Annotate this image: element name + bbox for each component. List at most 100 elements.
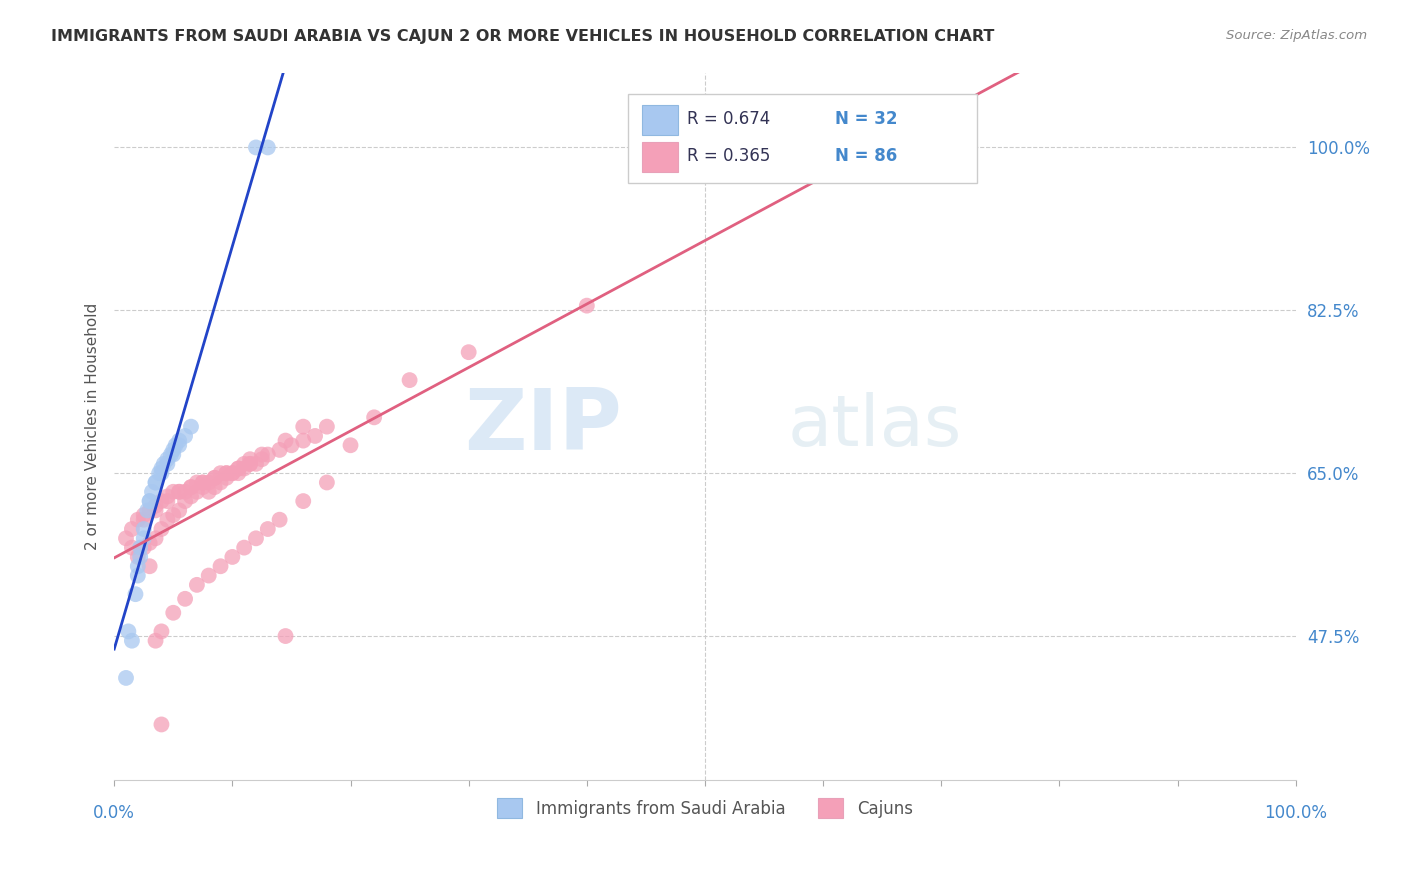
- Point: [156, 490, 179, 504]
- Point: [150, 522, 173, 536]
- Point: [457, 345, 479, 359]
- Point: [132, 522, 155, 536]
- Point: [197, 484, 219, 499]
- Point: [167, 503, 190, 517]
- Point: [180, 490, 202, 504]
- FancyBboxPatch shape: [643, 143, 678, 172]
- Text: Source: ZipAtlas.com: Source: ZipAtlas.com: [1226, 29, 1367, 42]
- Point: [121, 522, 143, 536]
- Point: [167, 484, 190, 499]
- Text: 100.0%: 100.0%: [1264, 804, 1327, 822]
- Point: [363, 410, 385, 425]
- Point: [127, 513, 149, 527]
- Point: [204, 471, 226, 485]
- Point: [145, 475, 167, 490]
- FancyBboxPatch shape: [643, 104, 678, 135]
- Point: [150, 494, 173, 508]
- Point: [221, 466, 243, 480]
- Point: [145, 633, 167, 648]
- Point: [129, 549, 152, 564]
- Point: [209, 466, 232, 480]
- Point: [117, 624, 139, 639]
- Point: [292, 494, 315, 508]
- Point: [250, 448, 273, 462]
- Point: [292, 434, 315, 448]
- Point: [156, 513, 179, 527]
- Point: [209, 559, 232, 574]
- Point: [226, 461, 249, 475]
- Point: [209, 475, 232, 490]
- Point: [180, 480, 202, 494]
- Point: [174, 494, 197, 508]
- Point: [115, 671, 138, 685]
- Point: [233, 457, 256, 471]
- Point: [121, 633, 143, 648]
- Point: [115, 532, 138, 546]
- Point: [148, 466, 170, 480]
- Point: [162, 442, 184, 457]
- Point: [138, 494, 160, 508]
- Point: [150, 466, 173, 480]
- Text: 0.0%: 0.0%: [93, 804, 135, 822]
- Point: [165, 438, 187, 452]
- Point: [132, 508, 155, 522]
- Text: N = 32: N = 32: [835, 110, 897, 128]
- Point: [191, 475, 214, 490]
- Point: [174, 484, 197, 499]
- Point: [160, 448, 183, 462]
- Point: [398, 373, 420, 387]
- Text: N = 86: N = 86: [835, 147, 897, 165]
- Point: [180, 480, 202, 494]
- Point: [575, 299, 598, 313]
- Point: [167, 484, 190, 499]
- Text: R = 0.674: R = 0.674: [688, 110, 770, 128]
- Text: atlas: atlas: [787, 392, 962, 461]
- Point: [145, 532, 167, 546]
- Point: [250, 452, 273, 467]
- Point: [156, 452, 179, 467]
- Point: [138, 494, 160, 508]
- Point: [145, 475, 167, 490]
- Point: [191, 480, 214, 494]
- Text: IMMIGRANTS FROM SAUDI ARABIA VS CAJUN 2 OR MORE VEHICLES IN HOUSEHOLD CORRELATIO: IMMIGRANTS FROM SAUDI ARABIA VS CAJUN 2 …: [51, 29, 994, 44]
- Point: [132, 541, 155, 555]
- Point: [239, 457, 262, 471]
- Point: [233, 541, 256, 555]
- Point: [226, 466, 249, 480]
- Point: [239, 457, 262, 471]
- Point: [269, 513, 291, 527]
- Point: [138, 503, 160, 517]
- Point: [274, 434, 297, 448]
- Text: ZIP: ZIP: [464, 385, 623, 468]
- Point: [132, 532, 155, 546]
- Point: [162, 448, 184, 462]
- Point: [162, 606, 184, 620]
- Point: [292, 419, 315, 434]
- Point: [156, 494, 179, 508]
- Point: [186, 578, 208, 592]
- Point: [215, 466, 238, 480]
- FancyBboxPatch shape: [628, 95, 977, 183]
- Point: [162, 484, 184, 499]
- Point: [127, 568, 149, 582]
- Point: [204, 471, 226, 485]
- Point: [245, 457, 267, 471]
- Point: [245, 532, 267, 546]
- Legend: Immigrants from Saudi Arabia, Cajuns: Immigrants from Saudi Arabia, Cajuns: [491, 791, 920, 825]
- Point: [215, 471, 238, 485]
- Point: [215, 466, 238, 480]
- Point: [191, 475, 214, 490]
- Point: [256, 448, 278, 462]
- Point: [315, 419, 337, 434]
- Point: [239, 452, 262, 467]
- Point: [197, 568, 219, 582]
- Y-axis label: 2 or more Vehicles in Household: 2 or more Vehicles in Household: [86, 303, 100, 550]
- Point: [315, 475, 337, 490]
- Point: [127, 549, 149, 564]
- Point: [150, 717, 173, 731]
- Point: [269, 442, 291, 457]
- Point: [245, 140, 267, 154]
- Point: [167, 438, 190, 452]
- Point: [174, 429, 197, 443]
- Point: [156, 457, 179, 471]
